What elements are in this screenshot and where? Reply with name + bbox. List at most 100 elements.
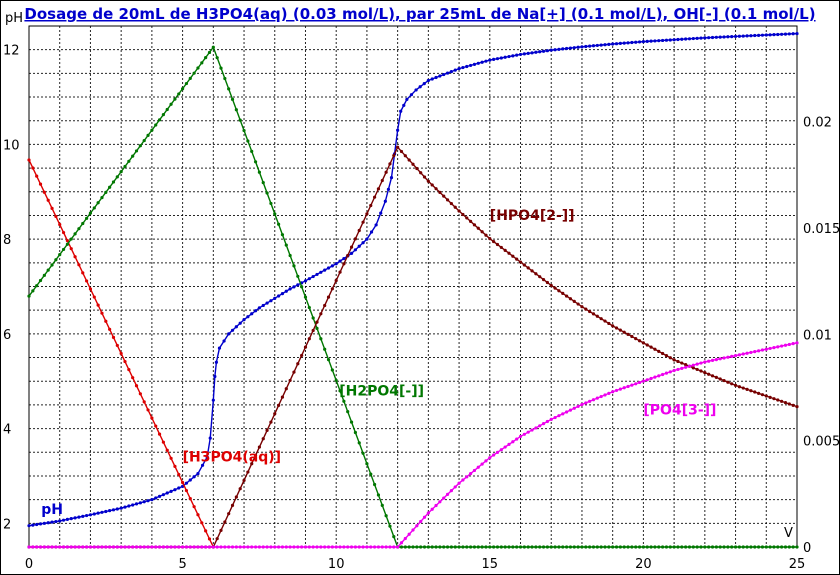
data-point	[215, 537, 219, 541]
data-point	[438, 545, 442, 549]
data-point	[303, 295, 308, 299]
x-tick-label: 15	[482, 557, 499, 572]
data-point	[622, 330, 626, 334]
data-point	[250, 462, 254, 466]
data-point	[737, 385, 742, 389]
data-point	[326, 357, 331, 362]
data-point	[591, 312, 596, 316]
data-point	[780, 32, 784, 36]
data-point	[115, 545, 119, 549]
data-point	[780, 344, 784, 348]
data-point	[376, 545, 381, 549]
data-point	[499, 245, 503, 250]
data-point	[123, 505, 127, 509]
data-point	[150, 416, 154, 420]
data-point	[461, 478, 465, 482]
data-point	[580, 402, 584, 407]
data-point	[373, 545, 377, 549]
axis-ticks: 0 5 10 15 20 25 2 4 6 8 10 12 0 0.005 0.01 0.015 0.02	[3, 44, 840, 572]
data-point	[561, 412, 565, 416]
data-point	[672, 368, 676, 373]
data-point	[507, 442, 511, 446]
data-point	[257, 445, 261, 449]
data-point	[386, 187, 391, 192]
data-point	[330, 287, 334, 291]
data-point	[588, 545, 592, 549]
data-point	[561, 545, 565, 549]
data-point	[442, 194, 446, 198]
data-point	[269, 420, 273, 424]
data-point	[772, 33, 776, 37]
data-point	[188, 545, 192, 549]
data-point	[405, 97, 409, 102]
data-point	[553, 545, 557, 549]
data-point	[161, 440, 165, 444]
data-point	[300, 353, 304, 358]
data-point	[726, 380, 730, 384]
data-point	[469, 472, 473, 476]
data-point	[246, 545, 250, 549]
data-point	[242, 128, 246, 133]
data-point	[399, 541, 404, 545]
data-point	[238, 545, 242, 549]
data-point	[637, 380, 642, 385]
data-point	[38, 278, 43, 283]
data-point	[653, 347, 657, 351]
data-point	[277, 545, 281, 549]
data-point	[234, 495, 238, 499]
data-point	[411, 545, 415, 549]
data-point	[557, 47, 561, 51]
data-point	[664, 38, 669, 42]
curve-labels: pH [H3PO4(aq)] [H2PO4[-]] [HPO4[2-]] [PO4[3-…	[41, 208, 716, 518]
data-point	[46, 268, 50, 272]
data-point	[472, 62, 477, 66]
data-point	[96, 303, 100, 307]
data-point	[169, 102, 173, 106]
data-point	[695, 36, 699, 40]
data-point	[499, 545, 503, 549]
data-point	[726, 35, 730, 39]
data-point	[73, 516, 77, 520]
data-point	[641, 341, 646, 345]
data-point	[572, 46, 576, 50]
data-point	[227, 512, 231, 516]
data-point	[196, 471, 200, 476]
data-point	[181, 545, 185, 549]
data-point	[626, 41, 630, 45]
x-tick-label: 20	[635, 557, 652, 572]
data-point	[77, 227, 81, 231]
data-point	[480, 60, 484, 64]
data-point	[584, 545, 588, 549]
data-point	[580, 305, 584, 309]
data-point	[472, 223, 477, 227]
data-point	[772, 346, 776, 350]
data-point	[618, 41, 622, 46]
data-point	[749, 350, 753, 355]
data-point	[607, 42, 611, 46]
data-point	[430, 183, 434, 187]
data-point	[150, 545, 154, 549]
data-point	[526, 430, 530, 434]
data-point	[349, 420, 354, 424]
data-point	[61, 545, 66, 549]
data-point	[426, 78, 430, 83]
data-point	[438, 190, 442, 195]
data-point	[184, 81, 189, 86]
data-point	[434, 503, 438, 508]
data-point	[453, 485, 457, 489]
data-point	[668, 38, 672, 42]
data-point	[269, 299, 273, 303]
data-point	[511, 54, 515, 58]
data-point	[392, 545, 396, 549]
data-point	[42, 273, 46, 277]
data-point	[749, 545, 753, 549]
data-point	[434, 545, 438, 549]
data-point	[795, 31, 799, 36]
data-point	[661, 545, 665, 549]
data-point	[691, 363, 695, 367]
data-point	[173, 488, 177, 492]
data-point	[284, 289, 288, 293]
data-point	[760, 33, 765, 37]
data-point	[599, 43, 603, 47]
data-point	[557, 414, 561, 418]
